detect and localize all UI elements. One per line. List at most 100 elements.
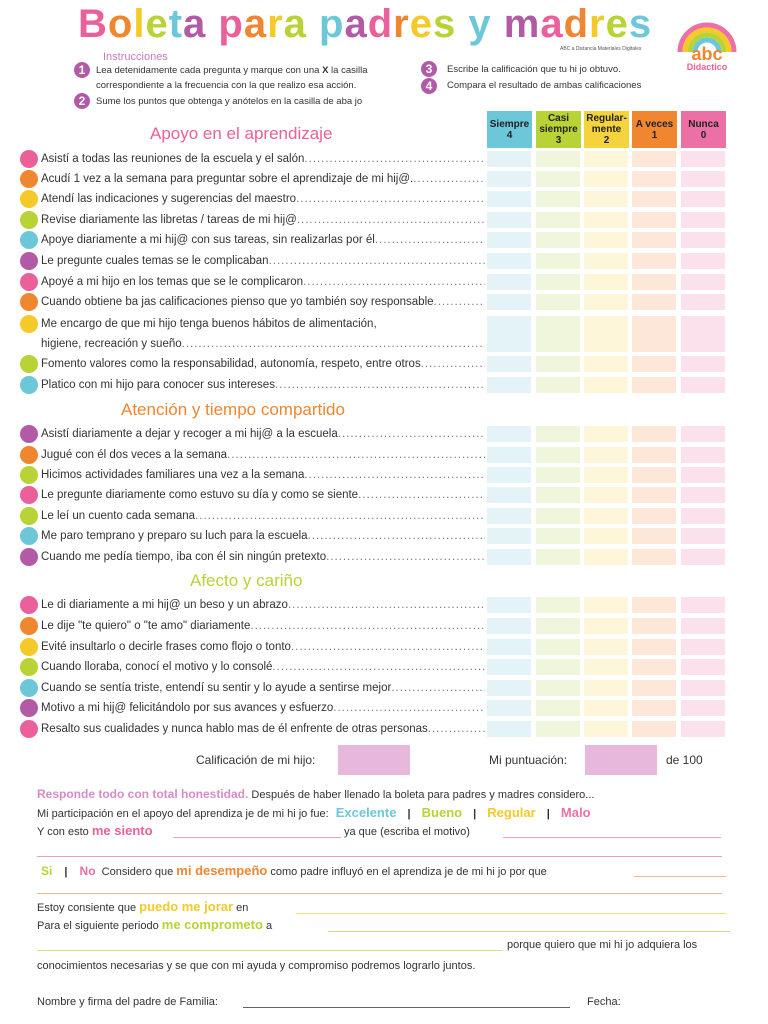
answer-cell-aveces[interactable]: [632, 597, 676, 613]
reason-line-2[interactable]: [37, 856, 722, 857]
answer-cell-aveces[interactable]: [632, 508, 676, 524]
answer-cell-siempre[interactable]: [487, 508, 531, 524]
answer-cell-casisiempre[interactable]: [536, 316, 580, 352]
feel-line[interactable]: [173, 837, 341, 838]
answer-cell-casisiempre[interactable]: [536, 467, 580, 483]
answer-cell-regularmente[interactable]: [584, 426, 628, 442]
answer-cell-aveces[interactable]: [632, 700, 676, 716]
answer-cell-aveces[interactable]: [632, 618, 676, 634]
answer-cell-regularmente[interactable]: [584, 680, 628, 696]
answer-cell-casisiempre[interactable]: [536, 618, 580, 634]
option-si[interactable]: Si: [41, 864, 53, 878]
answer-cell-siempre[interactable]: [487, 528, 531, 544]
answer-cell-aveces[interactable]: [632, 639, 676, 655]
signature-line[interactable]: [243, 1007, 570, 1008]
answer-cell-siempre[interactable]: [487, 680, 531, 696]
answer-cell-nunca[interactable]: [681, 151, 725, 167]
answer-cell-siempre[interactable]: [487, 700, 531, 716]
answer-cell-nunca[interactable]: [681, 212, 725, 228]
answer-cell-nunca[interactable]: [681, 487, 725, 503]
answer-cell-regularmente[interactable]: [584, 721, 628, 737]
answer-cell-casisiempre[interactable]: [536, 253, 580, 269]
answer-cell-siempre[interactable]: [487, 377, 531, 393]
answer-cell-nunca[interactable]: [681, 659, 725, 675]
option-regular[interactable]: Regular: [487, 805, 536, 820]
answer-cell-nunca[interactable]: [681, 467, 725, 483]
answer-cell-regularmente[interactable]: [584, 639, 628, 655]
answer-cell-regularmente[interactable]: [584, 274, 628, 290]
answer-cell-regularmente[interactable]: [584, 171, 628, 187]
option-malo[interactable]: Malo: [560, 805, 591, 820]
answer-cell-casisiempre[interactable]: [536, 377, 580, 393]
answer-cell-casisiempre[interactable]: [536, 659, 580, 675]
answer-cell-nunca[interactable]: [681, 700, 725, 716]
answer-cell-aveces[interactable]: [632, 721, 676, 737]
answer-cell-aveces[interactable]: [632, 212, 676, 228]
answer-cell-nunca[interactable]: [681, 316, 725, 352]
answer-cell-siempre[interactable]: [487, 191, 531, 207]
answer-cell-nunca[interactable]: [681, 377, 725, 393]
answer-cell-casisiempre[interactable]: [536, 639, 580, 655]
answer-cell-casisiempre[interactable]: [536, 274, 580, 290]
answer-cell-siempre[interactable]: [487, 618, 531, 634]
answer-cell-regularmente[interactable]: [584, 212, 628, 228]
answer-cell-regularmente[interactable]: [584, 700, 628, 716]
answer-cell-nunca[interactable]: [681, 274, 725, 290]
answer-cell-regularmente[interactable]: [584, 191, 628, 207]
answer-cell-regularmente[interactable]: [584, 659, 628, 675]
answer-cell-nunca[interactable]: [681, 294, 725, 310]
answer-cell-regularmente[interactable]: [584, 467, 628, 483]
answer-cell-siempre[interactable]: [487, 274, 531, 290]
answer-cell-aveces[interactable]: [632, 680, 676, 696]
answer-cell-siempre[interactable]: [487, 487, 531, 503]
answer-cell-casisiempre[interactable]: [536, 549, 580, 565]
answer-cell-regularmente[interactable]: [584, 508, 628, 524]
answer-cell-nunca[interactable]: [681, 253, 725, 269]
answer-cell-nunca[interactable]: [681, 639, 725, 655]
answer-cell-nunca[interactable]: [681, 426, 725, 442]
perf-line[interactable]: [634, 876, 726, 877]
answer-cell-regularmente[interactable]: [584, 253, 628, 269]
answer-cell-aveces[interactable]: [632, 528, 676, 544]
answer-cell-siempre[interactable]: [487, 356, 531, 372]
child-score-box[interactable]: [338, 745, 410, 775]
answer-cell-aveces[interactable]: [632, 191, 676, 207]
answer-cell-regularmente[interactable]: [584, 316, 628, 352]
answer-cell-casisiempre[interactable]: [536, 528, 580, 544]
answer-cell-casisiempre[interactable]: [536, 171, 580, 187]
answer-cell-siempre[interactable]: [487, 447, 531, 463]
answer-cell-regularmente[interactable]: [584, 377, 628, 393]
option-no[interactable]: No: [79, 864, 96, 878]
answer-cell-aveces[interactable]: [632, 467, 676, 483]
answer-cell-aveces[interactable]: [632, 171, 676, 187]
answer-cell-siempre[interactable]: [487, 212, 531, 228]
answer-cell-regularmente[interactable]: [584, 447, 628, 463]
answer-cell-aveces[interactable]: [632, 447, 676, 463]
answer-cell-casisiempre[interactable]: [536, 426, 580, 442]
answer-cell-aveces[interactable]: [632, 487, 676, 503]
answer-cell-nunca[interactable]: [681, 191, 725, 207]
answer-cell-aveces[interactable]: [632, 377, 676, 393]
improve-line[interactable]: [296, 913, 726, 914]
answer-cell-nunca[interactable]: [681, 597, 725, 613]
answer-cell-casisiempre[interactable]: [536, 191, 580, 207]
answer-cell-casisiempre[interactable]: [536, 700, 580, 716]
answer-cell-aveces[interactable]: [632, 316, 676, 352]
answer-cell-siempre[interactable]: [487, 721, 531, 737]
answer-cell-regularmente[interactable]: [584, 549, 628, 565]
answer-cell-casisiempre[interactable]: [536, 508, 580, 524]
answer-cell-siempre[interactable]: [487, 253, 531, 269]
answer-cell-regularmente[interactable]: [584, 356, 628, 372]
answer-cell-casisiempre[interactable]: [536, 721, 580, 737]
answer-cell-nunca[interactable]: [681, 680, 725, 696]
perf-line-2[interactable]: [37, 893, 722, 894]
answer-cell-siempre[interactable]: [487, 659, 531, 675]
answer-cell-aveces[interactable]: [632, 426, 676, 442]
answer-cell-casisiempre[interactable]: [536, 232, 580, 248]
answer-cell-aveces[interactable]: [632, 274, 676, 290]
answer-cell-siempre[interactable]: [487, 597, 531, 613]
answer-cell-nunca[interactable]: [681, 528, 725, 544]
answer-cell-aveces[interactable]: [632, 232, 676, 248]
answer-cell-casisiempre[interactable]: [536, 151, 580, 167]
answer-cell-casisiempre[interactable]: [536, 212, 580, 228]
